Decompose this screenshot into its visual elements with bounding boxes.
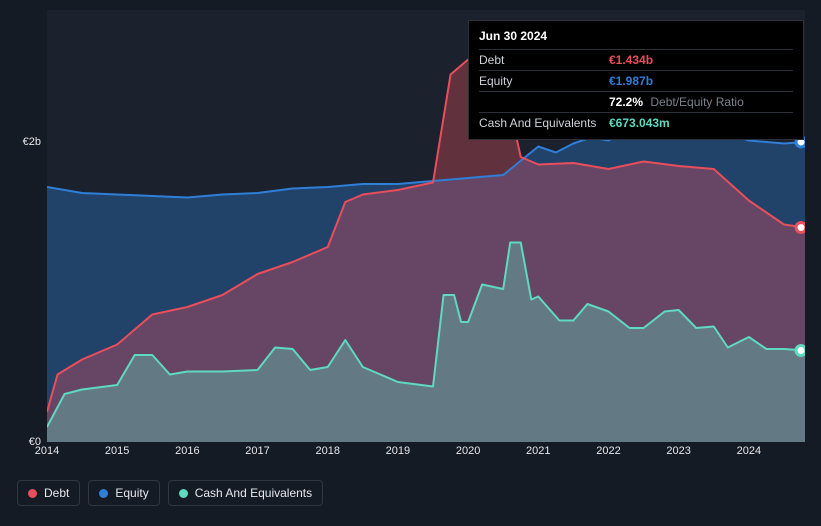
x-tick-label: 2022 [596,445,620,457]
legend-item-debt[interactable]: Debt [17,480,80,506]
x-tick-label: 2016 [175,445,199,457]
x-tick-label: 2018 [315,445,339,457]
legend-item-cash-and-equivalents[interactable]: Cash And Equivalents [168,480,323,506]
legend-label: Debt [44,486,69,500]
x-tick-label: 2015 [105,445,129,457]
tooltip-row-value: €1.987b [609,74,653,88]
legend-item-equity[interactable]: Equity [88,480,159,506]
tooltip-row-label [479,95,609,109]
tooltip-rows: Debt€1.434bEquity€1.987b72.2% Debt/Equit… [479,49,793,133]
legend-label: Cash And Equivalents [195,486,312,500]
tooltip-row-label: Debt [479,53,609,67]
debt-end-marker [796,223,805,233]
y-axis: €0€2b [17,10,47,442]
x-tick-label: 2014 [35,445,59,457]
x-tick-label: 2017 [245,445,269,457]
legend-dot-icon [99,489,108,498]
x-tick-label: 2020 [456,445,480,457]
x-tick-label: 2021 [526,445,550,457]
tooltip-row-value: €673.043m [609,116,670,130]
legend: Debt Equity Cash And Equivalents [17,480,323,506]
x-tick-label: 2019 [386,445,410,457]
tooltip-date: Jun 30 2024 [479,29,793,49]
tooltip-row-label: Equity [479,74,609,88]
x-tick-label: 2023 [666,445,690,457]
legend-dot-icon [179,489,188,498]
tooltip-row: Cash And Equivalents€673.043m [479,112,793,133]
tooltip-row: 72.2% Debt/Equity Ratio [479,91,793,112]
tooltip-row-value: 72.2% Debt/Equity Ratio [609,95,744,109]
tooltip-panel: Jun 30 2024 Debt€1.434bEquity€1.987b72.2… [468,20,804,140]
y-tick-label: €2b [23,136,41,148]
tooltip-row: Equity€1.987b [479,70,793,91]
tooltip-row: Debt€1.434b [479,49,793,70]
cash-end-marker [796,346,805,356]
x-tick-label: 2024 [737,445,761,457]
legend-dot-icon [28,489,37,498]
tooltip-row-value: €1.434b [609,53,653,67]
x-axis: 2014201520162017201820192020202120222023… [47,445,805,463]
legend-label: Equity [115,486,148,500]
tooltip-row-label: Cash And Equivalents [479,116,609,130]
